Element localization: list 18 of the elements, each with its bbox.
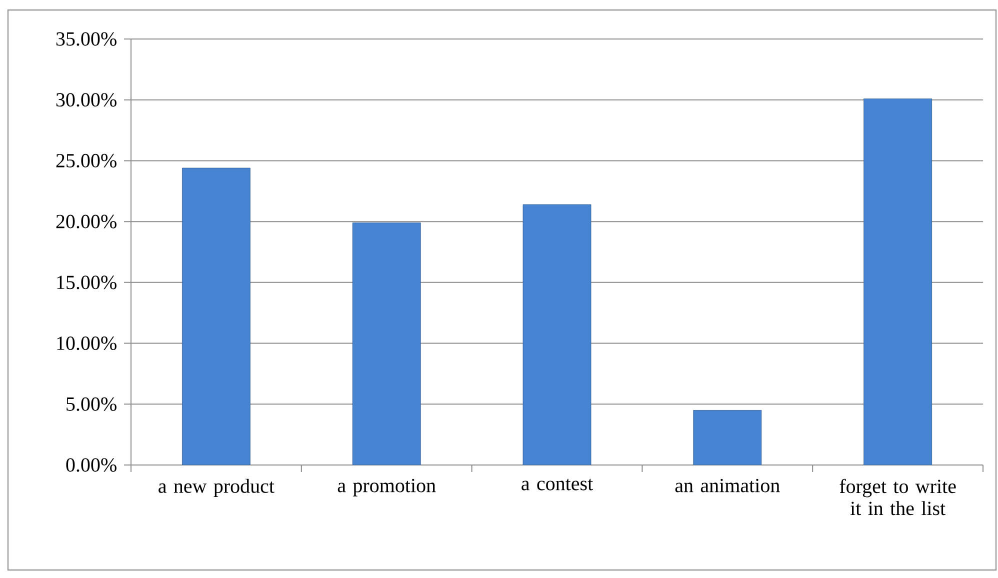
bar [693,410,762,465]
y-tick-label: 35.00% [56,32,116,46]
x-tick-label: a contest [522,478,593,490]
bar [522,204,592,465]
x-tick-label: a new product [158,478,274,497]
bar [352,222,421,465]
x-tick-label: forget to write it in the list [840,478,956,516]
y-tick-label: 30.00% [56,93,116,107]
y-tick-label: 10.00% [57,336,116,350]
bar [182,168,250,465]
y-tick-label: 15.00% [57,276,116,290]
bar [864,98,932,465]
x-tick-label: a promotion [338,478,436,496]
y-tick-label: 25.00% [56,154,116,168]
y-tick-label: 20.00% [56,214,116,228]
x-tick-label: an animation [675,478,780,492]
y-tick-label: 5.00% [66,397,116,411]
y-tick-label: 0.00% [66,458,116,472]
